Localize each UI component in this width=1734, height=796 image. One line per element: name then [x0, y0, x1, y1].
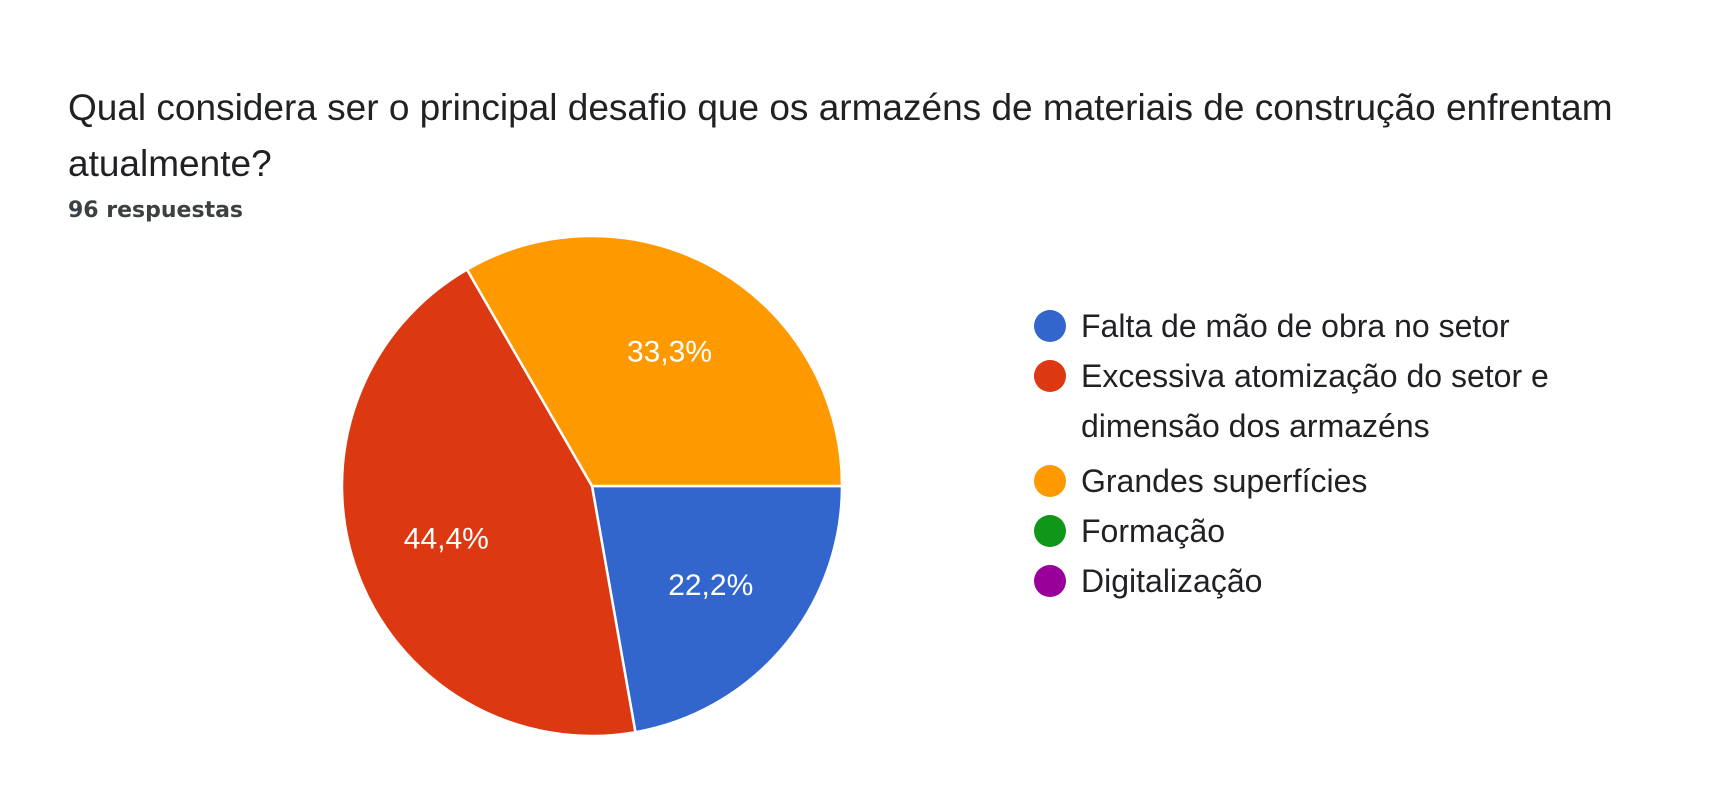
legend-marker-digitalizacao	[1034, 565, 1066, 597]
pie-slice-falta-de-mao-de-obra-no-setor[interactable]	[590, 484, 844, 734]
pie-slice-labels: 22,2% 44,4% 33,3%	[404, 335, 753, 602]
legend-item-digitalizacao[interactable]: Digitalização	[1034, 563, 1262, 599]
pie-slice-label-grandes-superficies: 33,3%	[627, 335, 712, 368]
response-count: 96 respuestas	[68, 198, 244, 223]
pie-slice-excessiva-atomizacao-do-setor-e-dimensao-dos-armazens[interactable]	[340, 268, 637, 738]
legend-item-falta-de-mao-de-obra-no-setor[interactable]: Falta de mão de obra no setor	[1034, 308, 1510, 344]
legend-label-excessiva-atomizacao-do-setor-e-dimensao-dos-armazens-line-2: dimensão dos armazéns	[1081, 408, 1430, 444]
legend-label-falta-de-mao-de-obra-no-setor: Falta de mão de obra no setor	[1081, 308, 1510, 344]
legend-marker-grandes-superficies	[1034, 465, 1066, 497]
legend-marker-formacao	[1034, 515, 1066, 547]
pie-slices	[340, 234, 844, 738]
legend-label-excessiva-atomizacao-do-setor-e-dimensao-dos-armazens: Excessiva atomização do setor e	[1081, 358, 1549, 394]
pie-slice-label-excessiva-atomizacao-do-setor-e-dimensao-dos-armazens: 44,4%	[404, 523, 489, 556]
pie-slice-label-falta-de-mao-de-obra-no-setor: 22,2%	[668, 569, 753, 602]
legend-item-grandes-superficies[interactable]: Grandes superfícies	[1034, 463, 1367, 499]
legend-marker-excessiva-atomizacao-do-setor-e-dimensao-dos-armazens	[1034, 360, 1066, 392]
legend-label-grandes-superficies: Grandes superfícies	[1081, 463, 1367, 499]
pie-slice-grandes-superficies[interactable]	[465, 234, 844, 488]
legend-label-formacao: Formação	[1081, 513, 1225, 549]
legend-item-excessiva-atomizacao-do-setor-e-dimensao-dos-armazens[interactable]: Excessiva atomização do setor e dimensão …	[1034, 358, 1549, 444]
legend-item-formacao[interactable]: Formação	[1034, 513, 1225, 549]
legend-marker-falta-de-mao-de-obra-no-setor	[1034, 310, 1066, 342]
legend-label-digitalizacao: Digitalização	[1081, 563, 1262, 599]
question-title: Qual considera ser o principal desafio q…	[68, 87, 1613, 184]
chart-legend: Falta de mão de obra no setor Excessiva a…	[1034, 308, 1549, 599]
